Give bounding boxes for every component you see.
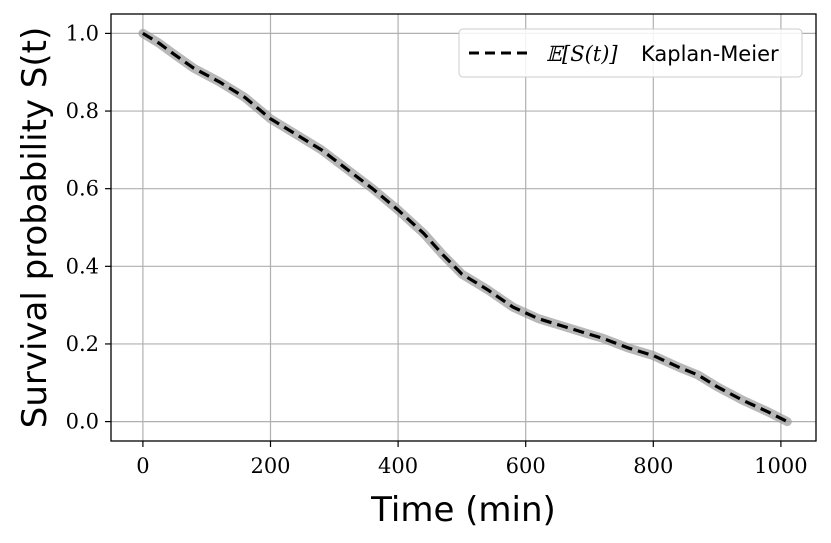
x-tick-label: 1000 [754, 454, 807, 478]
grid [111, 14, 816, 441]
survival-line [142, 32, 789, 424]
x-tick-label: 800 [633, 454, 673, 478]
legend-box [458, 28, 803, 78]
series-lines [142, 32, 789, 424]
confidence-band [138, 28, 792, 427]
y-axis-title: Survival probability S(t) [15, 27, 55, 429]
x-tick-label: 200 [250, 454, 290, 478]
axis-ticks: 0 200 400 600 800 1000 0.0 0.2 0.4 0.6 0.8 1.0 [66, 21, 808, 478]
plot-frame [110, 13, 817, 442]
y-tick-label: 0.0 [66, 410, 99, 434]
y-tick-label: 0.8 [66, 99, 99, 123]
y-tick-label: 0.2 [66, 332, 99, 356]
survival-band [138, 28, 792, 427]
x-axis-title: Time (min) [370, 490, 556, 530]
x-tick-label: 600 [506, 454, 546, 478]
y-tick-label: 0.6 [66, 177, 99, 201]
legend: 𝔼[S(t)] Kaplan-Meier [458, 28, 803, 78]
x-tick-label: 0 [136, 454, 149, 478]
legend-math-label: 𝔼[S(t)] [546, 42, 618, 66]
legend-label: Kaplan-Meier [641, 42, 779, 66]
y-tick-label: 1.0 [66, 21, 99, 45]
y-tick-label: 0.4 [66, 254, 99, 278]
x-tick-label: 400 [378, 454, 418, 478]
